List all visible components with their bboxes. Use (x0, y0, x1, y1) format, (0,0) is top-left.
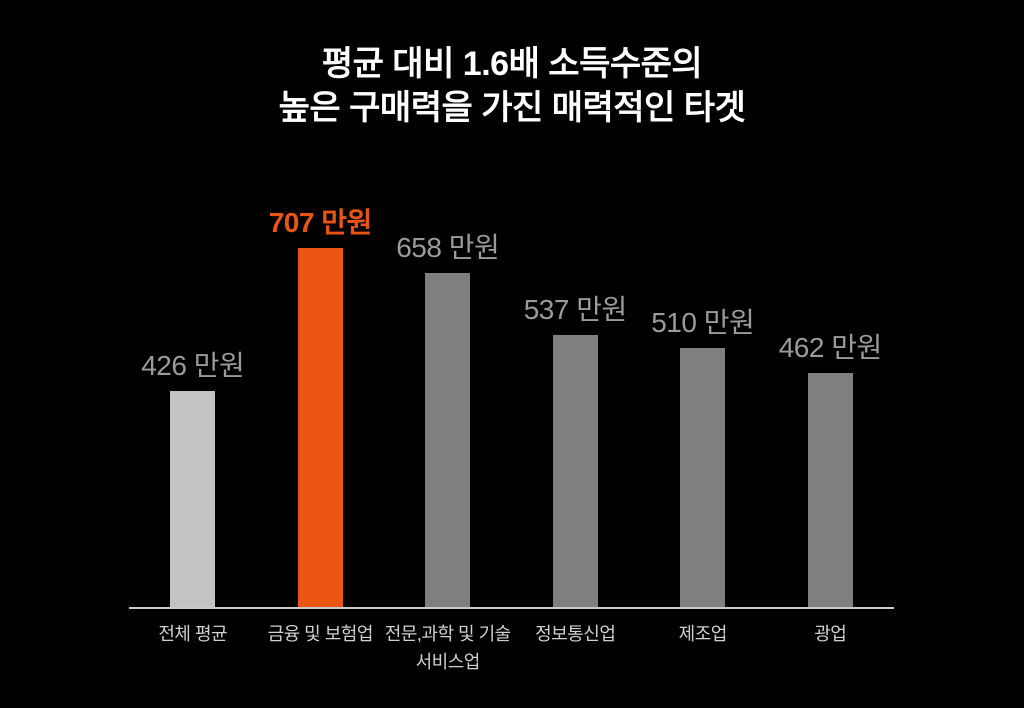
bar-column: 462 만원 (767, 248, 895, 608)
category-label: 제조업 (678, 624, 728, 644)
bar-value-label: 426 만원 (141, 350, 245, 381)
bar-value-label: 510 만원 (651, 307, 755, 338)
bar (170, 391, 216, 608)
categories-row: 전체 평균 금융 및 보험업 전문,과학 및 기술 서비스업 정보통신업 제조업 광업 (129, 620, 894, 676)
bars-row: 426 만원 707 만원 658 만원 537 만원 510 만원 462 만원 (129, 207, 895, 608)
chart-title-line2: 높은 구매력을 가진 매력적인 타겟 (278, 89, 746, 127)
category-label: 금융 및 보험업 (267, 624, 374, 644)
bar-column: 537 만원 (512, 248, 640, 608)
category-label: 전체 평균 (158, 624, 228, 644)
chart-title-line1: 평균 대비 1.6배 소득수준의 (321, 45, 703, 83)
bar-value-label: 462 만원 (778, 332, 883, 363)
bar-highlighted (297, 248, 343, 608)
bar-value-label: 658 만원 (396, 232, 500, 263)
bar-column: 426 만원 (129, 248, 257, 608)
x-axis-line (129, 607, 894, 609)
bar-chart: 426 만원 707 만원 658 만원 537 만원 510 만원 462 만원 (129, 207, 895, 608)
bar-value-label: 537 만원 (523, 294, 628, 325)
bar (807, 373, 853, 608)
bar (425, 273, 471, 608)
category-label: 정보통신업 (535, 624, 616, 644)
bar-value-label: 707 만원 (268, 207, 373, 238)
chart-title: 평균 대비 1.6배 소득수준의 높은 구매력을 가진 매력적인 타겟 (0, 42, 1024, 130)
category-label: 전문,과학 및 기술 서비스업 (384, 624, 511, 672)
bar (552, 335, 598, 608)
bar-column: 510 만원 (639, 248, 767, 608)
bar (680, 348, 726, 608)
category-label: 광업 (814, 624, 847, 644)
bar-column: 707 만원 (257, 207, 385, 608)
bar-column: 658 만원 (384, 232, 512, 608)
